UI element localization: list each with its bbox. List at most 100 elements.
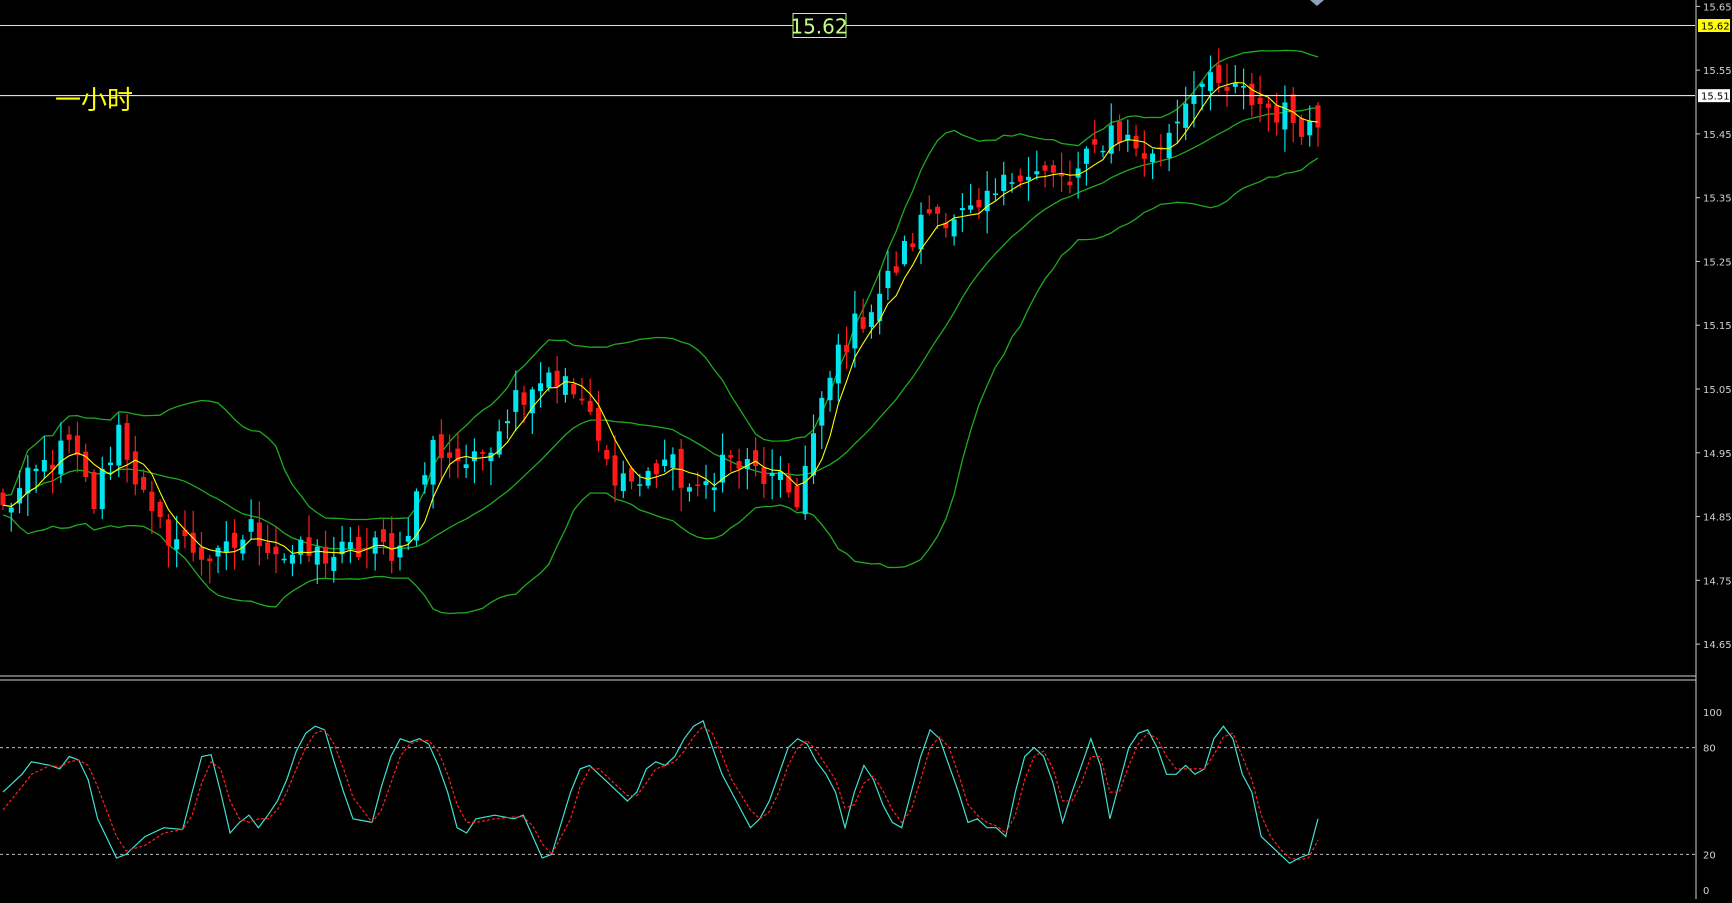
candle	[1274, 92, 1280, 136]
candle-body	[1191, 95, 1197, 104]
candle	[1083, 146, 1089, 186]
candle-body	[1183, 103, 1189, 128]
axis-tick-label: 14.65	[1703, 640, 1732, 651]
axis-tick-label: 15.35	[1703, 194, 1732, 205]
candle-body	[968, 205, 974, 210]
candle	[273, 526, 279, 574]
axis-price-badge-text: 15.62	[1701, 22, 1730, 33]
candle-body	[513, 390, 519, 412]
candle	[744, 448, 750, 490]
candle-body	[331, 556, 337, 571]
candle-body	[215, 547, 221, 557]
candle-body	[1216, 64, 1222, 83]
candle	[389, 516, 395, 574]
candle-body	[480, 452, 486, 454]
stochastic-signal-line	[2, 725, 1319, 861]
candle	[1042, 161, 1048, 188]
candle	[380, 518, 386, 555]
candlestick-series	[0, 48, 1321, 584]
candle	[612, 435, 618, 503]
candle-body	[347, 542, 353, 549]
candle	[0, 488, 6, 511]
candle	[720, 433, 726, 493]
candle	[1067, 160, 1073, 194]
candle	[190, 510, 196, 562]
candle	[397, 531, 403, 571]
candle-body	[604, 449, 610, 460]
candle	[33, 464, 39, 493]
candle	[438, 419, 444, 482]
candle-body	[645, 470, 651, 486]
candle	[165, 513, 171, 568]
candle-body	[339, 541, 345, 555]
candle	[1191, 71, 1197, 128]
candle-body	[1298, 118, 1304, 137]
candle-body	[389, 533, 395, 561]
candle	[339, 525, 345, 564]
candle-body	[380, 529, 386, 543]
candle	[777, 456, 783, 498]
candle	[629, 465, 635, 490]
candle-body	[1249, 83, 1255, 106]
timeframe-label: 一小时	[55, 86, 133, 116]
candle	[786, 463, 792, 498]
candle	[323, 530, 329, 579]
candle	[58, 422, 64, 484]
bollinger-upper-band	[2, 49, 1319, 521]
candle-body	[207, 558, 213, 562]
candle-body	[25, 467, 31, 494]
candle-body	[1315, 105, 1321, 128]
candle-body	[538, 383, 544, 392]
candle-body	[306, 537, 312, 556]
axis-tick-label: 14.95	[1703, 449, 1732, 460]
candle	[1216, 48, 1222, 93]
candle	[1100, 145, 1106, 158]
candle	[1092, 120, 1098, 154]
scroll-marker-icon[interactable]	[1310, 0, 1324, 6]
candle	[1298, 114, 1304, 145]
candle	[1050, 160, 1056, 188]
candle	[447, 434, 453, 479]
candle-body	[753, 450, 759, 467]
candle	[1282, 85, 1288, 152]
candle	[959, 193, 965, 232]
candle-body	[1017, 175, 1023, 182]
axis-tick-label: 15.15	[1703, 321, 1732, 332]
candle-body	[165, 519, 171, 546]
candle-body	[157, 502, 163, 518]
candle	[223, 521, 229, 571]
candle	[935, 204, 941, 230]
candle-body	[1108, 125, 1114, 154]
candle	[314, 539, 320, 584]
candle-body	[951, 219, 957, 237]
candle-body	[198, 547, 204, 560]
stochastic-main-line	[2, 720, 1319, 865]
candle-body	[1125, 134, 1131, 141]
candle-body	[992, 193, 998, 196]
candle-body	[17, 488, 23, 504]
axis-price-badge	[1698, 19, 1730, 33]
candle	[910, 232, 916, 252]
candle-body	[240, 539, 246, 554]
moving-average-line	[2, 81, 1319, 554]
candle-body	[1059, 174, 1065, 177]
candle	[860, 298, 866, 333]
candle	[1026, 157, 1032, 201]
candle	[66, 426, 72, 454]
candle	[347, 527, 353, 564]
candle	[678, 439, 684, 512]
candle-body	[132, 451, 138, 485]
candle	[1141, 130, 1147, 177]
candle	[951, 214, 957, 246]
candle-body	[223, 541, 229, 552]
candle	[1166, 123, 1172, 172]
candle-body	[265, 542, 271, 553]
candle-body	[844, 345, 850, 353]
candle	[8, 502, 14, 532]
candle-body	[1166, 132, 1172, 159]
candle-body	[662, 459, 668, 466]
candle	[653, 459, 659, 488]
